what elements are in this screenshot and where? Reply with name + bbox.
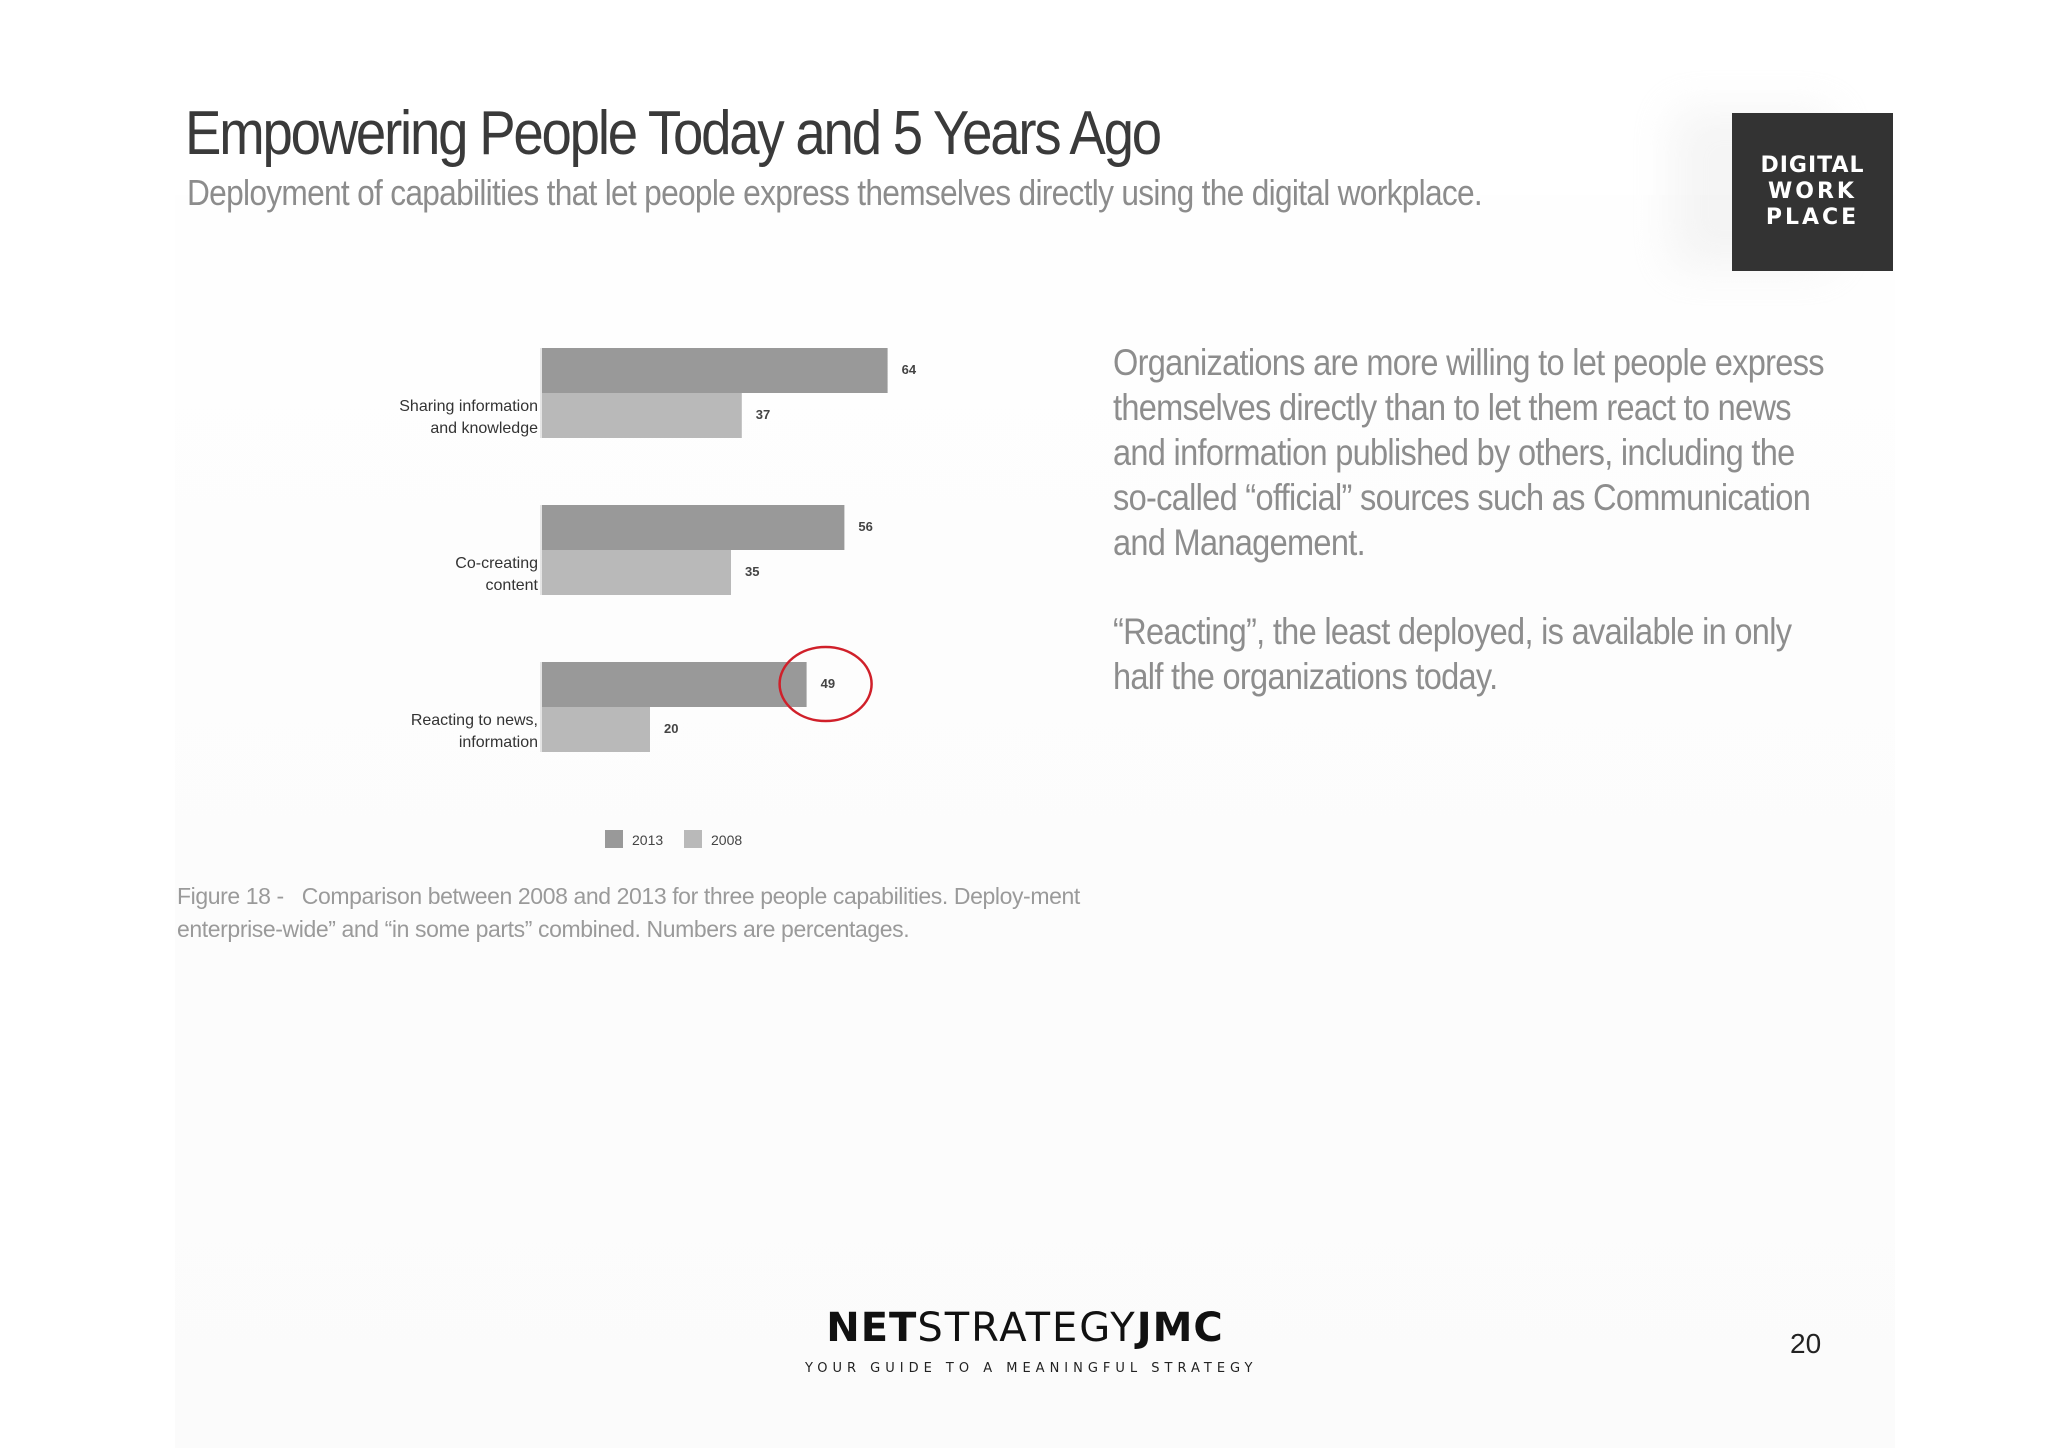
legend-swatch-2008 [684, 830, 702, 848]
brand-name-net: NET [826, 1305, 918, 1351]
bar-2013-1 [542, 348, 888, 393]
netstrategy-logo: NETSTRATEGYJMC YOUR GUIDE TO A MEANINGFU… [805, 1305, 1258, 1376]
logo-line-2: WORK [1768, 179, 1857, 204]
page-number: 20 [1790, 1328, 1822, 1359]
legend-label-2013: 2013 [632, 832, 663, 848]
data-label-2013-3: 49 [821, 676, 835, 691]
commentary: Organizations are more willing to let pe… [1113, 340, 1825, 743]
category-label-2-line-1: Co-creating [455, 555, 538, 572]
bar-2013-2 [542, 505, 845, 550]
brand-name-strategy: STRATEGY [917, 1305, 1137, 1351]
data-label-2013-2: 56 [858, 519, 872, 534]
data-label-2013-1: 64 [902, 362, 917, 377]
legend-label-2008: 2008 [711, 832, 742, 848]
brand-name: NETSTRATEGYJMC [805, 1305, 1245, 1351]
category-label-3-line-2: information [459, 734, 538, 751]
commentary-paragraph-2: “Reacting”, the least deployed, is avail… [1113, 611, 1792, 697]
bar-chart: 64 37 Sharing information and knowledge 56 35… [399, 348, 917, 848]
bar-2008-2 [542, 550, 731, 595]
bar-2008-3 [542, 707, 650, 752]
data-label-2008-2: 35 [745, 564, 759, 579]
slide-background [175, 195, 1895, 1448]
digital-workplace-logo: DIGITAL WORK PLACE [1732, 113, 1893, 271]
legend-swatch-2013 [605, 830, 623, 848]
slide-title: Empowering People Today and 5 Years Ago [185, 99, 1162, 168]
slide-subtitle: Deployment of capabilities that let peop… [187, 172, 1483, 213]
data-label-2008-1: 37 [756, 407, 770, 422]
category-label-2-line-2: content [486, 577, 539, 594]
category-label-1-line-1: Sharing information [399, 398, 538, 415]
logo-line-3: PLACE [1765, 205, 1860, 230]
category-label-1-line-2: and knowledge [430, 420, 538, 437]
data-label-2008-3: 20 [664, 721, 678, 736]
bar-2008-1 [542, 393, 742, 438]
brand-name-jmc: JMC [1136, 1305, 1224, 1351]
category-label-3-line-1: Reacting to news, [411, 712, 538, 729]
commentary-paragraph-1: Organizations are more willing to let pe… [1113, 342, 1825, 563]
bar-2013-3 [542, 662, 807, 707]
highlight-circle [778, 645, 873, 723]
logo-line-1: DIGITAL [1760, 153, 1865, 178]
brand-tagline: YOUR GUIDE TO A MEANINGFUL STRATEGY [805, 1361, 1258, 1376]
figure-caption: Figure 18 - Comparison between 2008 and … [177, 883, 1080, 942]
